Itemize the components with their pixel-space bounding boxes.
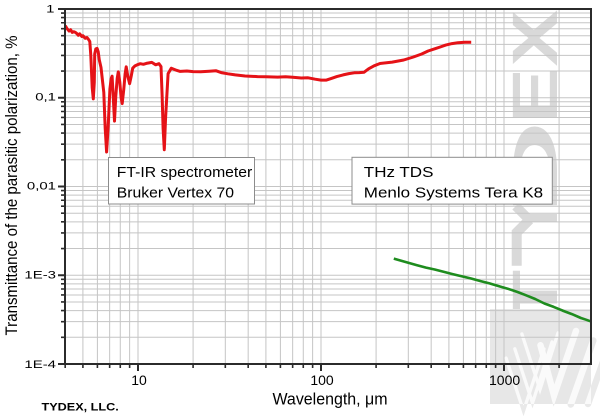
svg-text:100: 100 xyxy=(310,372,334,388)
svg-text:Transmittance of the parasitic: Transmittance of the parasitic polarizat… xyxy=(2,36,21,336)
svg-text:E: E xyxy=(499,68,570,123)
svg-text:TYDEX, LLC.: TYDEX, LLC. xyxy=(42,400,119,413)
svg-text:Bruker Vertex 70: Bruker Vertex 70 xyxy=(117,185,234,202)
svg-text:0,1: 0,1 xyxy=(35,91,56,104)
svg-text:1E-4: 1E-4 xyxy=(24,358,56,371)
svg-text:FT-IR spectrometer: FT-IR spectrometer xyxy=(117,165,252,182)
svg-text:1000: 1000 xyxy=(489,372,520,388)
svg-text:1E-3: 1E-3 xyxy=(24,268,56,281)
svg-text:1: 1 xyxy=(46,3,54,16)
svg-text:Menlo Systems Tera K8: Menlo Systems Tera K8 xyxy=(364,184,543,201)
svg-text:0,01: 0,01 xyxy=(27,179,56,192)
svg-text:THz TDS: THz TDS xyxy=(364,164,434,181)
svg-text:10: 10 xyxy=(131,372,147,388)
svg-text:Wavelength, μm: Wavelength, μm xyxy=(272,390,387,409)
